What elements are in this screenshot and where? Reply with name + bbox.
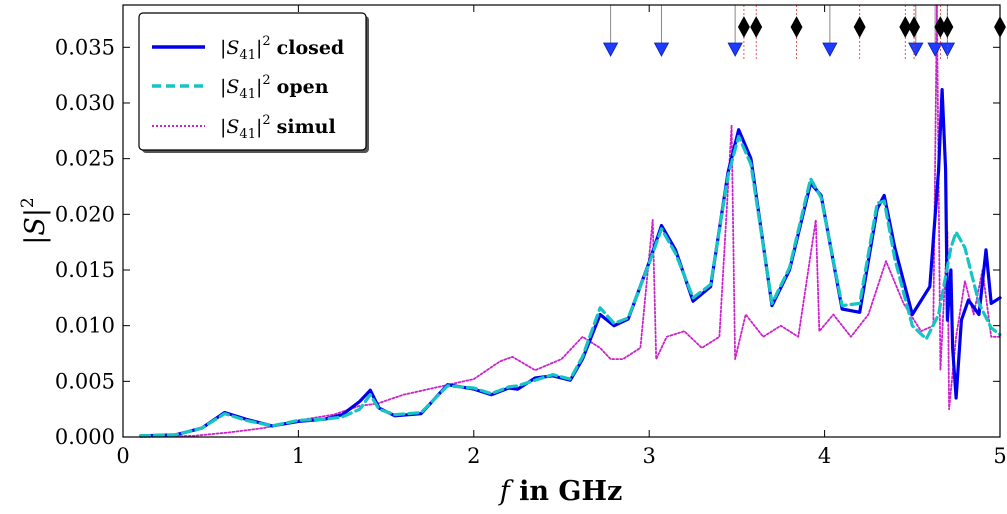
series-layer bbox=[138, 4, 1002, 438]
legend-label-simul: |S41|2 simul bbox=[220, 113, 336, 142]
y-tick-label: 0.030 bbox=[55, 91, 115, 115]
y-tick-label: 0.010 bbox=[55, 314, 115, 338]
plot-frame bbox=[122, 4, 1001, 438]
x-axis-ticks: 0 1 2 3 4 5 bbox=[116, 5, 1007, 468]
open-marker-diamond bbox=[908, 16, 921, 38]
y-tick-label: 0.035 bbox=[55, 35, 115, 59]
open-marker-diamond bbox=[790, 16, 803, 38]
open-marker-diamond bbox=[750, 16, 763, 38]
closed-marker-triangle bbox=[822, 42, 838, 57]
open-marker-diamond bbox=[941, 16, 954, 38]
legend: |S41|2 closed |S41|2 open |S41|2 simul bbox=[138, 12, 369, 153]
closed-marker-triangle bbox=[727, 42, 743, 57]
x-tick-label: 5 bbox=[993, 444, 1006, 468]
open-marker-diamond bbox=[737, 16, 750, 38]
x-axis-unit: in GHz bbox=[510, 476, 623, 507]
y-axis-variable: |S| bbox=[20, 208, 51, 245]
x-tick-label: 3 bbox=[643, 444, 656, 468]
closed-marker-triangle bbox=[602, 42, 619, 57]
series-line-simul bbox=[139, 4, 1001, 438]
x-tick-label: 2 bbox=[467, 444, 480, 468]
y-tick-label: 0.020 bbox=[55, 202, 115, 226]
closed-marker-triangle bbox=[927, 42, 943, 57]
plot-area bbox=[138, 4, 1006, 438]
closed-marker-triangle bbox=[653, 42, 670, 57]
y-axis-exponent: 2 bbox=[18, 197, 38, 208]
closed-marker-triangle bbox=[908, 42, 924, 57]
y-tick-label: 0.025 bbox=[55, 147, 115, 171]
x-tick-label: 0 bbox=[116, 444, 129, 468]
y-tick-label: 0.015 bbox=[55, 258, 115, 282]
legend-label-open: |S41|2 open bbox=[220, 73, 329, 102]
series-line-open bbox=[138, 134, 1002, 438]
open-marker-diamond bbox=[899, 16, 912, 38]
resonance-marker-layer bbox=[602, 5, 1006, 60]
y-tick-label: 0.000 bbox=[55, 425, 115, 449]
x-tick-label: 4 bbox=[818, 444, 831, 468]
legend-label-closed: |S41|2 closed bbox=[220, 34, 344, 63]
x-axis-title: f in GHz bbox=[498, 476, 623, 507]
y-axis-title: |S|2 bbox=[18, 197, 51, 245]
x-tick-label: 1 bbox=[292, 444, 305, 468]
y-tick-label: 0.005 bbox=[55, 369, 115, 393]
open-marker-diamond bbox=[853, 16, 866, 38]
y-axis-ticks: 0.000 0.005 0.010 0.015 0.020 0.025 0.030 0.035 bbox=[55, 35, 1000, 449]
